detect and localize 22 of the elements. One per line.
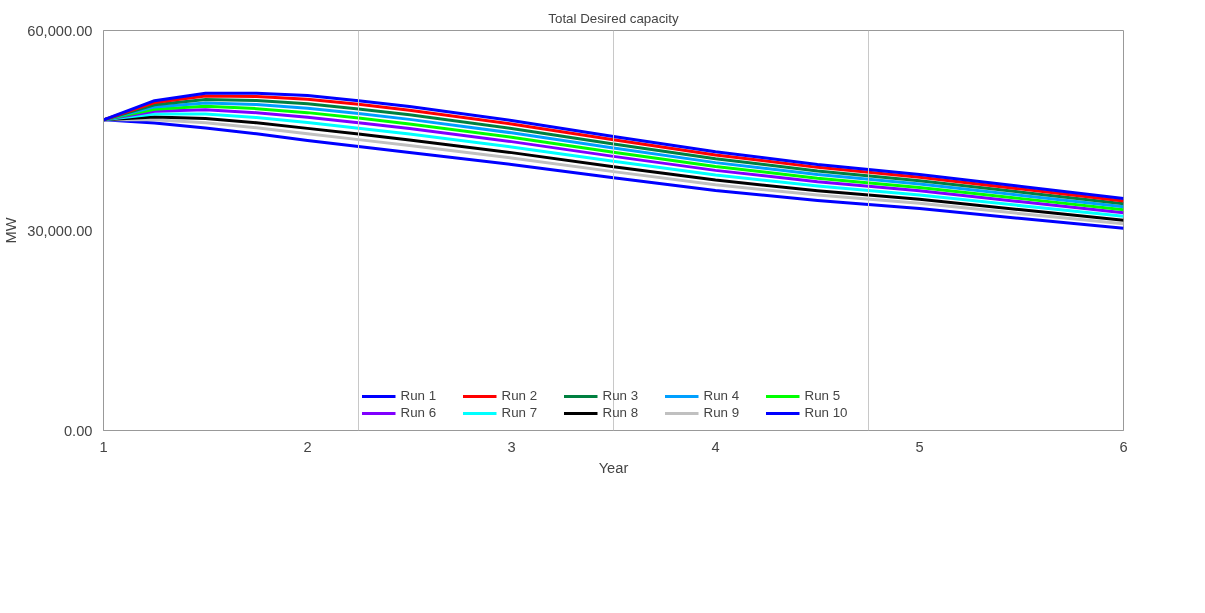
legend-label: Run 6 [400, 405, 438, 420]
y-tick-label: 30,000.00 [27, 222, 93, 239]
x-tick-label: 5 [915, 438, 924, 455]
x-tick-label: 6 [1119, 438, 1128, 455]
x-tick-label: 3 [507, 438, 516, 455]
legend-label: Run 4 [703, 388, 741, 403]
legend-label: Run 10 [804, 405, 849, 420]
legend-label: Run 7 [501, 405, 539, 420]
legend-label: Run 3 [602, 388, 640, 403]
x-tick-label: 1 [99, 438, 108, 455]
legend-label: Run 1 [400, 388, 438, 403]
y-axis-title: MW [3, 217, 20, 244]
legend-label: Run 9 [703, 405, 741, 420]
y-tick-label: 0.00 [63, 422, 93, 439]
x-tick-label: 2 [303, 438, 312, 455]
x-axis-title: Year [598, 459, 629, 476]
legend-label: Run 8 [602, 405, 640, 420]
chart-title: Total Desired capacity [548, 10, 680, 26]
x-tick-label: 4 [711, 438, 720, 455]
y-tick-label: 60,000.00 [27, 22, 93, 39]
legend-label: Run 5 [804, 388, 842, 403]
legend-label: Run 2 [501, 388, 539, 403]
